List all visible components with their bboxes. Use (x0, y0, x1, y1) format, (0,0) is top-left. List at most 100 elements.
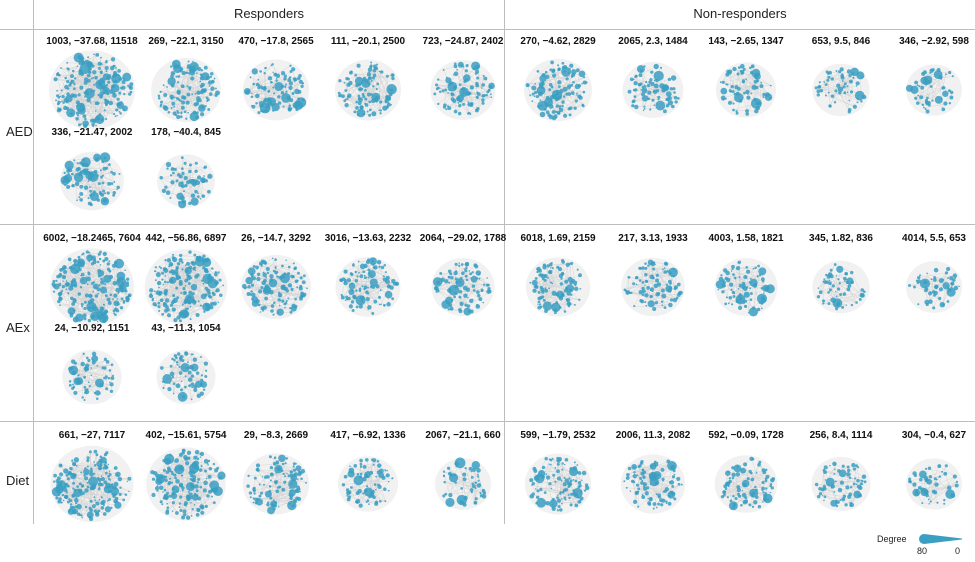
network-edge (173, 163, 197, 169)
network-node (674, 100, 678, 104)
network-node (849, 90, 854, 94)
network-node (262, 271, 265, 274)
network-node (531, 279, 538, 286)
network-node (76, 114, 79, 117)
network-node (534, 82, 537, 85)
network-node (180, 111, 183, 114)
network-node (285, 90, 288, 93)
network-node (71, 172, 74, 176)
network-node (124, 269, 127, 272)
network-node (388, 284, 391, 288)
network-node (172, 294, 176, 298)
network-node (99, 89, 102, 92)
network-edge (366, 277, 385, 306)
network-node (276, 271, 279, 274)
network-node (745, 78, 747, 81)
network-node (73, 82, 76, 86)
network-node (462, 102, 466, 106)
network-node (87, 318, 92, 323)
network-node (68, 366, 73, 372)
network-node (118, 91, 122, 95)
network-node (291, 67, 296, 72)
network-node (459, 301, 464, 306)
network-node (453, 270, 458, 276)
network-node (437, 102, 440, 106)
network-node (843, 91, 847, 95)
network-node (109, 293, 113, 297)
network-edge (282, 290, 288, 302)
network-node (114, 313, 117, 317)
network-node (190, 382, 195, 387)
network-edge (746, 267, 749, 313)
network-node (653, 63, 659, 70)
network-node (173, 96, 176, 99)
network-node (169, 276, 177, 284)
network-node (676, 282, 681, 287)
network-node (194, 274, 199, 279)
network-node (447, 288, 452, 293)
network-edge (733, 109, 757, 112)
network-edge (189, 385, 192, 400)
network-node (923, 81, 929, 86)
network-node (548, 82, 553, 87)
network-node (581, 82, 584, 85)
network-node (557, 97, 560, 100)
network-node (459, 276, 463, 280)
network-node (384, 290, 393, 299)
network-node (149, 288, 154, 293)
network-node (257, 78, 260, 81)
network-node (181, 268, 184, 271)
network-node (643, 108, 646, 110)
network-edge (368, 74, 380, 111)
network-edge (630, 281, 648, 294)
network-node (86, 98, 91, 103)
network-node (277, 101, 282, 105)
network-edge (346, 105, 362, 108)
network-node (94, 294, 99, 298)
network-node (106, 92, 110, 96)
network-node (84, 293, 90, 298)
network-node (105, 360, 110, 364)
network-node (287, 297, 290, 300)
network-node (647, 300, 655, 308)
network-node (453, 73, 455, 76)
network-panel-aed-responders-2: 269, −22.1, 3150 (138, 36, 234, 130)
network-node (920, 85, 925, 90)
network-node (81, 396, 84, 399)
network-node (547, 277, 550, 279)
network-node (202, 266, 206, 270)
network-panel-aex-responders-1: 6002, −18.2465, 7604 (43, 233, 141, 327)
network-node (483, 76, 488, 81)
network-node (763, 292, 765, 294)
network-edge (89, 261, 122, 283)
network-node (280, 71, 286, 76)
network-node (358, 287, 362, 291)
network-node (719, 81, 722, 84)
network-node (386, 84, 397, 95)
network-node (79, 198, 83, 202)
network-node (258, 84, 261, 87)
network-node (154, 279, 157, 282)
network-edge (75, 377, 113, 394)
network-panel-aed-nonresponders-2: 2065, 2.3, 1484 (605, 36, 701, 130)
network-node (476, 106, 480, 111)
network-node (736, 72, 740, 76)
network-node (186, 66, 189, 69)
network-panel-aed-nonresponders-4: 653, 9.5, 846 (793, 36, 889, 130)
network-node (449, 306, 454, 311)
network-node (200, 374, 204, 377)
network-node (557, 93, 559, 96)
network-node (109, 389, 114, 394)
network-node (929, 71, 932, 74)
network-node (163, 280, 167, 284)
network-node (487, 283, 490, 287)
network-node (66, 184, 71, 190)
network-node (64, 282, 70, 287)
network-node (475, 81, 479, 86)
network-node (77, 106, 86, 115)
network-node (256, 276, 261, 282)
network-node (272, 86, 275, 89)
network-edge (568, 275, 581, 301)
network-edge (71, 298, 125, 302)
network-node (818, 81, 821, 84)
